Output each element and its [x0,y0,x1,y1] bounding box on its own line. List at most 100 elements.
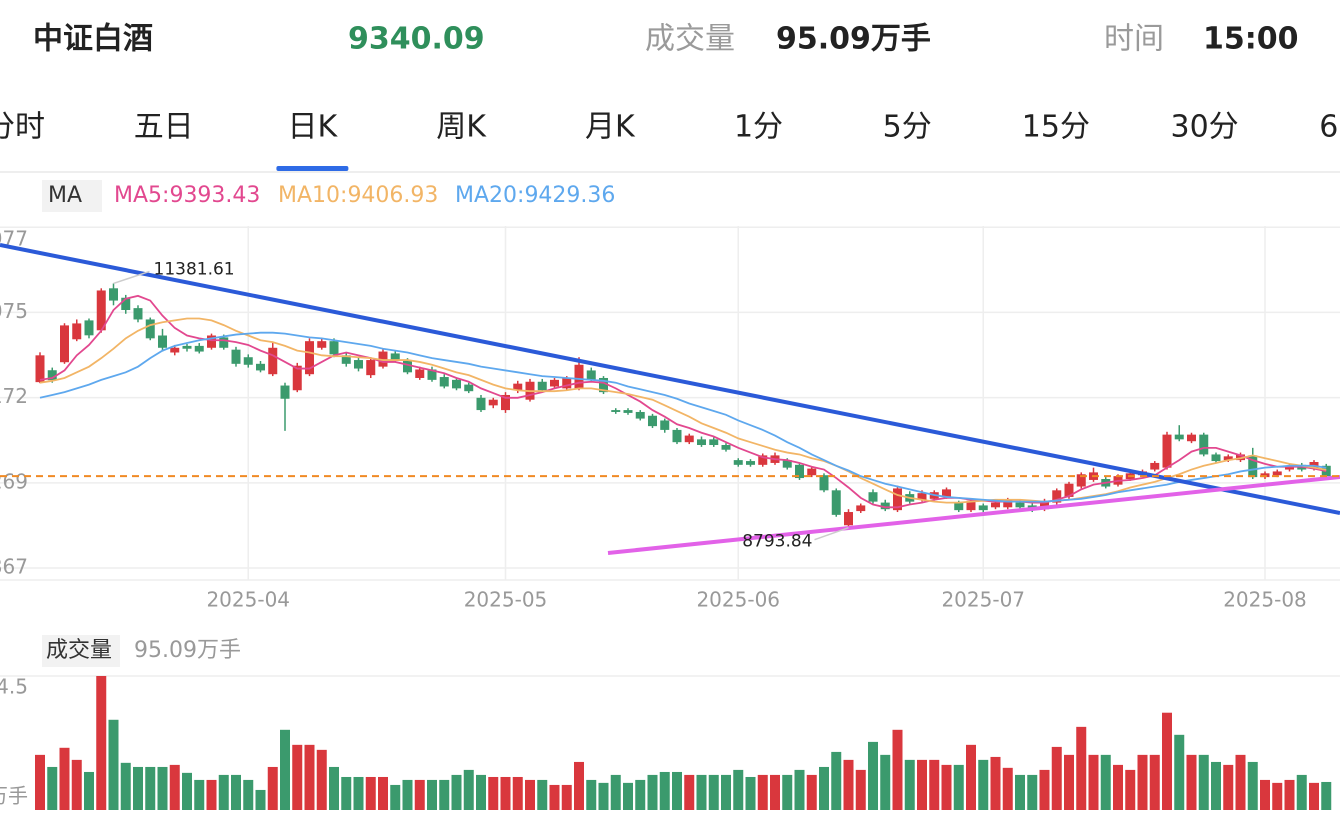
candle-body [831,490,841,515]
candle-body [1248,455,1258,478]
volume-bar [1113,764,1123,810]
legend-entry: MA5:9393.43 [114,183,260,208]
volume-bar [1125,769,1136,810]
volume-bar [684,774,695,810]
candle-body [1162,434,1172,468]
tab[interactable]: 5分 [883,110,932,145]
candle-body [72,323,82,340]
tab[interactable]: 15分 [1022,110,1090,145]
candle-body [893,488,902,511]
volume-bar [35,754,45,810]
volume-label: 成交量 [645,22,735,57]
ma-line [39,331,1327,503]
candle-body [170,347,180,353]
candle-body [684,435,694,443]
candle-body [1064,483,1074,497]
candle-body [501,394,510,411]
volume-bar [659,771,670,810]
y-tick-label: 11075 [0,299,28,323]
volume-bar [549,784,560,810]
volume-bar [255,789,266,810]
tab[interactable]: 五日 [134,110,194,145]
candle-body [145,319,155,339]
volume-bar [108,719,119,810]
volume-bar [978,759,989,810]
x-tick-label: 2025-08 [1223,588,1307,612]
tab[interactable]: 周K [436,110,487,145]
volume-bar [194,779,205,810]
x-tick-label: 2025-07 [941,588,1025,612]
volume-bar [365,776,376,810]
volume-bar [157,766,168,810]
volume-bar [843,759,854,810]
volume-bar [537,779,548,810]
volume-bar [819,766,829,810]
index-name: 中证白酒 [33,22,153,57]
time-value: 15:00 [1203,22,1299,57]
candle-body [268,347,278,375]
volume-bar [439,779,450,810]
candle-body [427,369,437,380]
tab-underline [276,166,349,171]
candle-body [476,397,486,411]
candle-body [207,335,216,348]
volume-bar [782,774,793,810]
volume-bar [586,779,597,810]
tab[interactable]: 分时 [0,110,45,145]
volume-bar [47,766,58,810]
volume-bar [378,776,388,810]
candle-body [1003,499,1013,508]
y-tick-label: 10172 [0,384,28,408]
volume-bar [770,774,780,810]
volume-bar [696,774,707,810]
candle-body [635,411,645,419]
candle-body [562,377,572,389]
high-label: 11381.61 [154,259,235,279]
y-tick-label: 454.5 [0,675,28,699]
volume-bar [267,766,278,810]
volume-bar [414,779,425,810]
volume-bar [218,774,229,810]
candle-body [121,297,131,311]
tab[interactable]: 月K [585,110,636,145]
tab[interactable]: 日K [288,110,339,145]
candle-body [991,502,1000,508]
candle-body [672,429,682,443]
candle-body [819,475,829,491]
candle-body [439,377,449,387]
candle-body [341,355,351,364]
tab[interactable]: 30分 [1171,110,1239,145]
volume-bar [1027,774,1038,810]
candle-body [660,420,670,430]
low-label: 8793.84 [742,532,812,552]
volume-bar [831,751,842,810]
candle-body [366,360,376,376]
volume-bar [1186,754,1197,810]
volume-bar [721,774,731,810]
volume-bar [1247,761,1258,810]
volume-bar [1321,781,1332,810]
volume-bar [84,771,94,810]
candle-body [354,360,363,369]
volume-bar [1309,782,1319,810]
volume-bar [794,769,805,810]
volume-bar [1149,754,1160,810]
volume-bar [1064,754,1074,810]
candle-body [623,410,633,413]
volume-bar [145,766,156,810]
candle-body [194,345,204,352]
x-tick-label: 2025-06 [696,588,780,612]
tab[interactable]: 1分 [734,110,783,145]
volume-bar [1260,779,1270,810]
y-tick-label: 8367 [0,555,28,579]
volume-bar [1088,754,1099,810]
candle-body [795,464,804,479]
volume-bar [598,782,609,810]
candle-body [856,505,866,512]
candle-body [721,445,731,450]
volume-bar [757,774,768,810]
volume-bar [353,776,364,810]
trend-line-down [0,243,1340,515]
tab[interactable]: 60分 [1319,110,1340,145]
